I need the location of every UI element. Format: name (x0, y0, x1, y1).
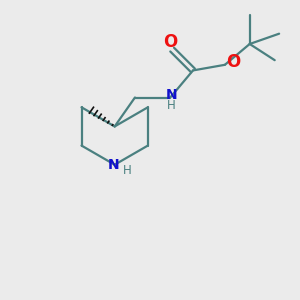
Text: H: H (167, 99, 176, 112)
Text: O: O (226, 53, 240, 71)
Text: N: N (107, 158, 119, 172)
Text: N: N (166, 88, 178, 102)
Text: O: O (164, 33, 178, 51)
Text: H: H (123, 164, 131, 176)
